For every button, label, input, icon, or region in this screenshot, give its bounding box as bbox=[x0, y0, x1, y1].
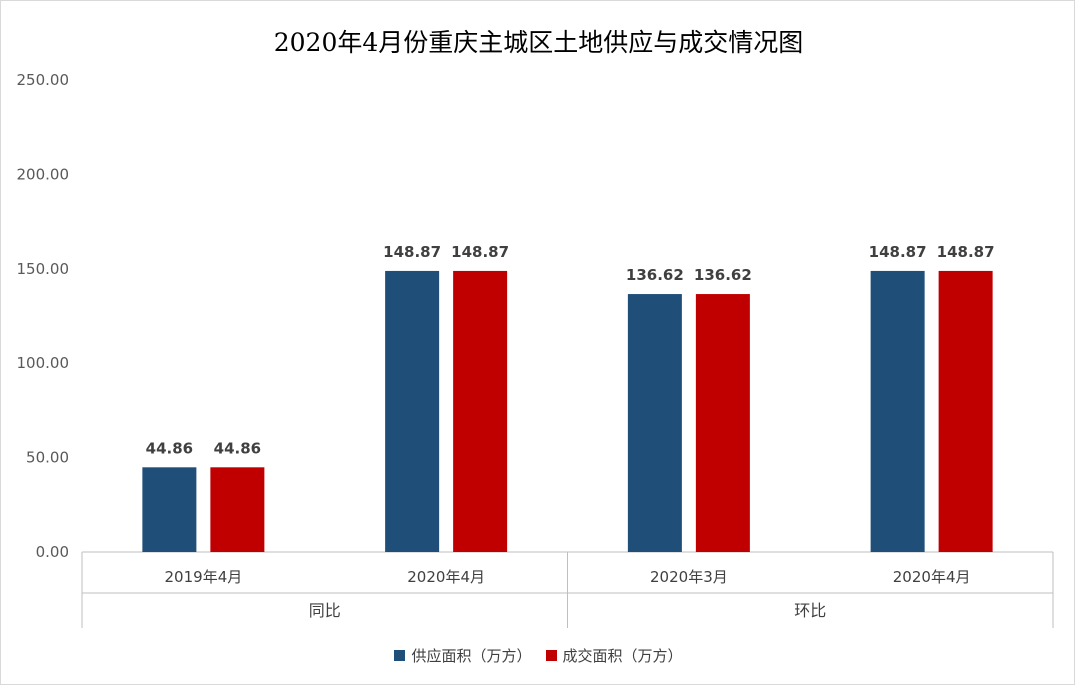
bar-deal bbox=[210, 467, 265, 552]
bar-deal bbox=[938, 270, 993, 552]
y-tick-label: 50.00 bbox=[26, 449, 69, 467]
x-tick-label: 2020年4月 bbox=[893, 568, 971, 586]
x-tick-label: 2020年3月 bbox=[650, 568, 728, 586]
data-label: 148.87 bbox=[937, 243, 995, 261]
bar-deal bbox=[453, 270, 508, 552]
chart-title: 2020年4月份重庆主城区土地供应与成交情况图 bbox=[273, 28, 804, 57]
y-tick-label: 100.00 bbox=[17, 354, 70, 372]
legend-item-deal: 成交面积（万方） bbox=[545, 645, 683, 666]
legend: 供应面积（万方） 成交面积（万方） bbox=[1, 645, 1075, 666]
legend-swatch-supply bbox=[394, 650, 406, 661]
data-label: 148.87 bbox=[451, 243, 509, 261]
bar-supply bbox=[142, 467, 197, 552]
x-group-label: 同比 bbox=[309, 601, 341, 620]
legend-swatch-deal bbox=[545, 650, 557, 661]
bar-supply bbox=[627, 294, 682, 552]
data-label: 136.62 bbox=[694, 266, 752, 284]
data-label: 148.87 bbox=[869, 243, 927, 261]
bar-supply bbox=[385, 270, 440, 552]
legend-label-deal: 成交面积（万方） bbox=[562, 647, 683, 665]
y-tick-label: 0.00 bbox=[36, 543, 69, 561]
y-tick-label: 150.00 bbox=[17, 260, 70, 278]
y-tick-label: 200.00 bbox=[17, 165, 70, 183]
data-label: 136.62 bbox=[626, 266, 684, 284]
data-label: 44.86 bbox=[214, 439, 261, 457]
legend-item-supply: 供应面积（万方） bbox=[394, 645, 532, 666]
bar-supply bbox=[870, 270, 925, 552]
legend-label-supply: 供应面积（万方） bbox=[411, 647, 532, 665]
x-group-label: 环比 bbox=[794, 601, 826, 620]
data-label: 44.86 bbox=[146, 439, 193, 457]
x-tick-label: 2019年4月 bbox=[165, 568, 243, 586]
bar-deal bbox=[695, 294, 750, 552]
data-label: 148.87 bbox=[383, 243, 441, 261]
x-tick-label: 2020年4月 bbox=[407, 568, 485, 586]
y-tick-label: 250.00 bbox=[17, 71, 70, 89]
